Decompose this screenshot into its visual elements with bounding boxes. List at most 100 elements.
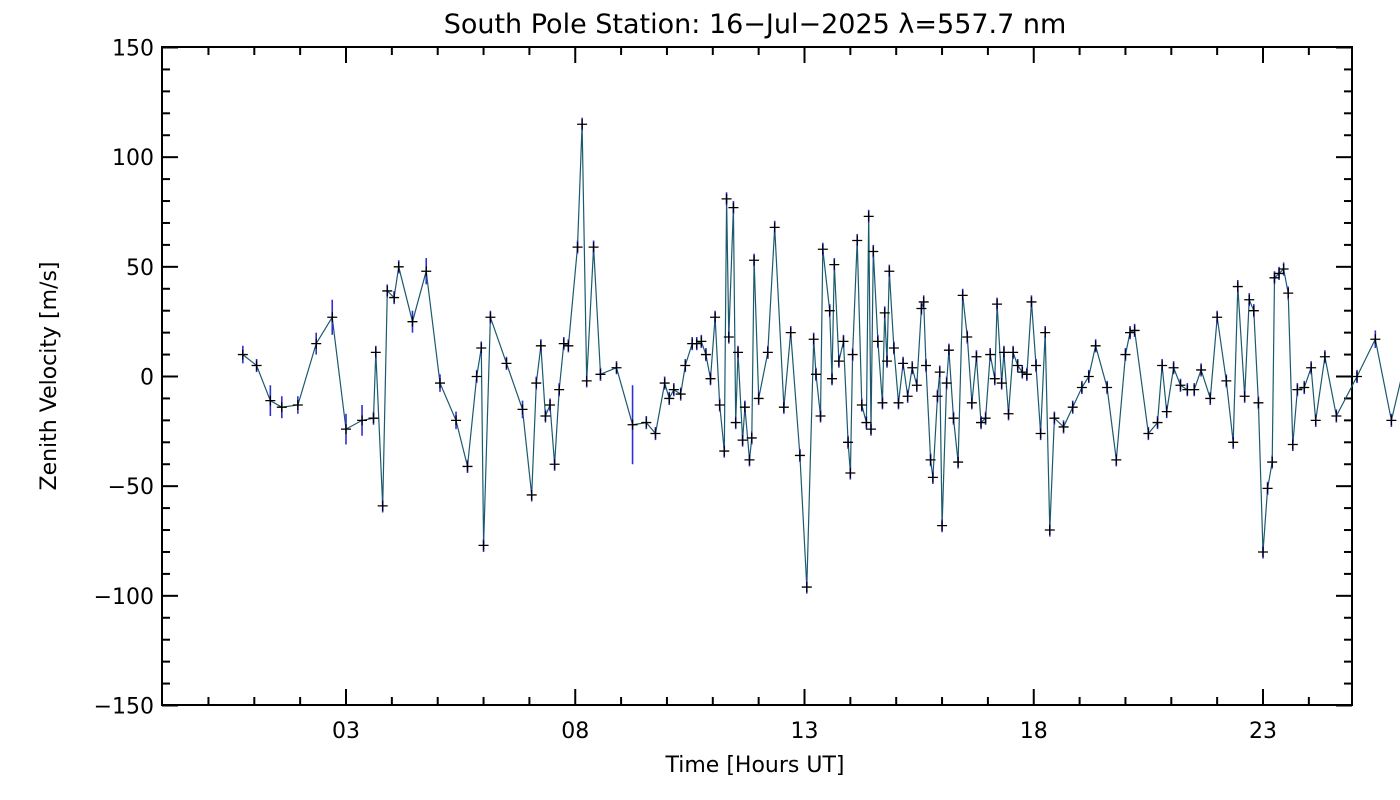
y-tick-label: −150	[94, 695, 154, 720]
data-point-marker	[357, 415, 368, 426]
data-point-marker	[1299, 382, 1310, 393]
data-point-marker	[696, 336, 707, 347]
data-point-marker	[1102, 382, 1113, 393]
data-point-marker	[838, 336, 849, 347]
data-point-marker	[733, 347, 744, 358]
data-point-marker	[888, 342, 899, 353]
data-point-marker	[1083, 371, 1094, 382]
series-line	[242, 124, 1400, 588]
data-point-marker	[728, 202, 739, 213]
data-point-marker	[1067, 402, 1078, 413]
data-point-marker	[1040, 327, 1051, 338]
data-point-marker	[861, 417, 872, 428]
data-point-marker	[989, 373, 1000, 384]
data-point-marker	[810, 369, 821, 380]
data-point-marker	[794, 450, 805, 461]
data-point-marker	[882, 356, 893, 367]
data-point-marker	[1111, 454, 1122, 465]
data-point-marker	[953, 457, 964, 468]
data-point-marker	[1143, 428, 1154, 439]
data-point-marker	[824, 305, 835, 316]
data-point-marker	[744, 454, 755, 465]
data-point-marker	[1044, 525, 1055, 536]
x-axis-label: Time [Hours UT]	[665, 753, 845, 778]
data-point-marker	[327, 312, 338, 323]
data-point-marker	[863, 211, 874, 222]
data-point-marker	[1026, 296, 1037, 307]
data-point-marker	[1049, 413, 1060, 424]
data-point-marker	[691, 338, 702, 349]
data-point-marker	[762, 347, 773, 358]
data-point-marker	[407, 316, 418, 327]
data-point-marker	[737, 435, 748, 446]
data-point-marker	[421, 266, 432, 277]
data-point-marker	[868, 246, 879, 257]
data-point-marker	[925, 454, 936, 465]
data-series	[237, 117, 1400, 594]
data-point-marker	[852, 235, 863, 246]
data-point-marker	[700, 349, 711, 360]
data-point-marker	[941, 378, 952, 389]
data-point-marker	[549, 459, 560, 470]
data-point-marker	[746, 432, 757, 443]
data-point-marker	[1058, 421, 1069, 432]
data-point-marker	[1205, 393, 1216, 404]
data-point-marker	[827, 373, 838, 384]
data-point-marker	[1031, 360, 1042, 371]
data-point-marker	[641, 417, 652, 428]
x-tick-label: 03	[332, 719, 360, 744]
data-point-marker	[808, 334, 819, 345]
data-point-marker	[971, 351, 982, 362]
data-point-marker	[377, 500, 388, 511]
data-point-marker	[884, 266, 895, 277]
data-point-marker	[948, 413, 959, 424]
data-point-marker	[778, 402, 789, 413]
data-point-marker	[595, 369, 606, 380]
data-point-marker	[927, 472, 938, 483]
data-point-marker	[705, 373, 716, 384]
data-point-marker	[389, 292, 400, 303]
data-point-marker	[721, 193, 732, 204]
data-point-marker	[531, 378, 542, 389]
data-point-marker	[898, 358, 909, 369]
data-point-marker	[462, 461, 473, 472]
data-point-marker	[572, 242, 583, 253]
data-point-marker	[1292, 384, 1303, 395]
x-tick-label: 13	[791, 719, 819, 744]
data-point-marker	[476, 342, 487, 353]
data-point-marker	[714, 400, 725, 411]
data-point-marker	[845, 468, 856, 479]
y-tick-label: 0	[140, 366, 154, 391]
data-point-marker	[856, 400, 867, 411]
data-point-marker	[1189, 384, 1200, 395]
data-point-marker	[554, 384, 565, 395]
data-point-marker	[664, 393, 675, 404]
data-point-marker	[1269, 272, 1280, 283]
data-point-marker	[1310, 415, 1321, 426]
data-point-marker	[1125, 327, 1136, 338]
data-point-marker	[833, 356, 844, 367]
data-point-marker	[998, 347, 1009, 358]
data-point-marker	[985, 349, 996, 360]
x-tick-label: 23	[1249, 719, 1277, 744]
data-point-marker	[1319, 351, 1330, 362]
data-point-marker	[1161, 406, 1172, 417]
data-point-marker	[1035, 428, 1046, 439]
data-point-marker	[966, 397, 977, 408]
y-tick-label: −100	[94, 585, 154, 610]
data-point-marker	[907, 362, 918, 373]
data-point-marker	[1076, 382, 1087, 393]
data-point-marker	[893, 397, 904, 408]
data-point-marker	[1283, 288, 1294, 299]
data-point-marker	[911, 380, 922, 391]
data-point-marker	[1306, 362, 1317, 373]
data-point-marker	[545, 400, 556, 411]
data-point-marker	[753, 393, 764, 404]
data-point-marker	[577, 119, 588, 130]
data-point-marker	[902, 391, 913, 402]
chart-title: South Pole Station: 16−Jul−2025 λ=557.7 …	[444, 9, 1067, 40]
x-tick-label: 18	[1020, 719, 1048, 744]
data-point-marker	[1287, 439, 1298, 450]
data-point-marker	[1370, 334, 1381, 345]
data-point-marker	[1152, 417, 1163, 428]
